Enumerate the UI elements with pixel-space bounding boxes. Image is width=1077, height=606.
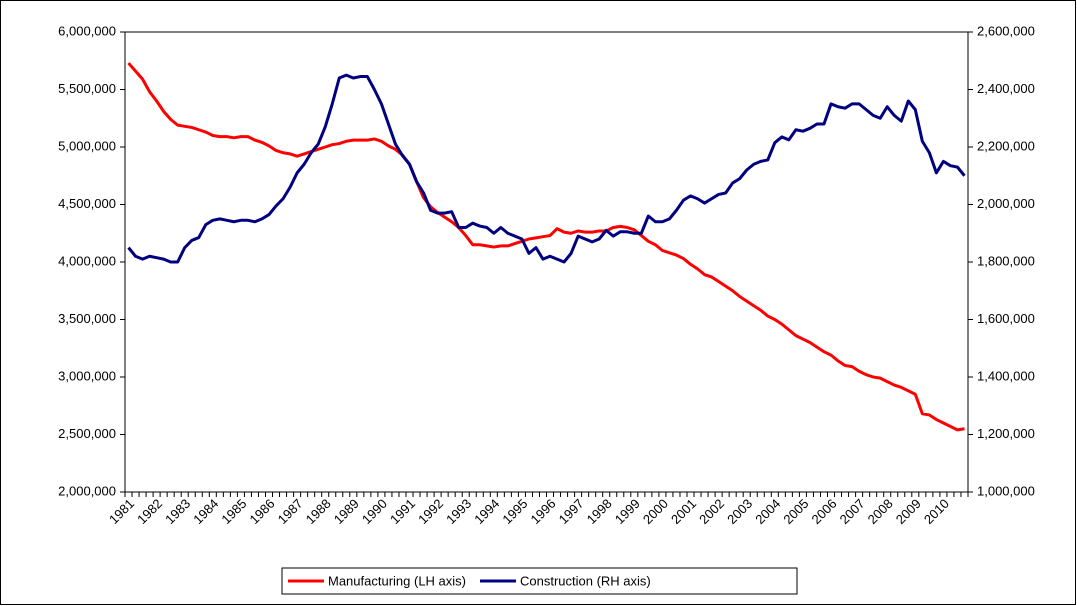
y-tick-label: 2,000,000: [58, 483, 116, 498]
y-tick-label: 2,500,000: [58, 426, 116, 441]
y2-tick-label: 2,200,000: [977, 138, 1035, 153]
y-tick-label: 5,000,000: [58, 138, 116, 153]
y-tick-label: 4,500,000: [58, 196, 116, 211]
y2-tick-label: 1,000,000: [977, 483, 1035, 498]
legend-label: Construction (RH axis): [520, 573, 651, 588]
series-line: [127, 62, 965, 432]
y-tick-label: 3,500,000: [58, 311, 116, 326]
y2-tick-label: 2,600,000: [977, 23, 1035, 38]
y2-tick-label: 1,400,000: [977, 368, 1035, 383]
y-tick-label: 5,500,000: [58, 81, 116, 96]
y-tick-label: 3,000,000: [58, 368, 116, 383]
legend-box: [281, 567, 798, 595]
y2-tick-label: 1,600,000: [977, 311, 1035, 326]
y2-tick-label: 2,000,000: [977, 196, 1035, 211]
y-tick-label: 6,000,000: [58, 23, 116, 38]
y-tick-label: 4,000,000: [58, 253, 116, 268]
y2-tick-label: 1,200,000: [977, 426, 1035, 441]
y2-tick-label: 2,400,000: [977, 81, 1035, 96]
y2-tick-label: 1,800,000: [977, 253, 1035, 268]
series-line: [127, 73, 966, 264]
legend-label: Manufacturing (LH axis): [328, 573, 466, 588]
